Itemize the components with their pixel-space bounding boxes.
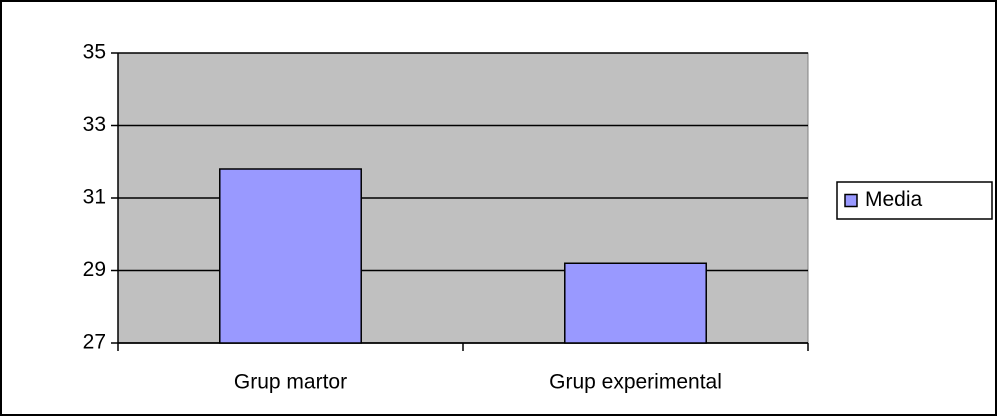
legend-label: Media (865, 188, 923, 211)
legend-box (836, 181, 993, 220)
bar (219, 168, 362, 344)
y-tick-label: 35 (83, 41, 106, 64)
bar (564, 262, 707, 344)
legend-swatch (844, 193, 858, 208)
y-tick-label: 31 (83, 186, 106, 209)
y-tick-label: 29 (83, 258, 106, 281)
y-tick-label: 27 (83, 331, 106, 354)
x-tick-label: Grup martor (234, 371, 347, 394)
x-tick-label: Grup experimental (549, 371, 722, 394)
y-tick-label: 33 (83, 113, 106, 136)
